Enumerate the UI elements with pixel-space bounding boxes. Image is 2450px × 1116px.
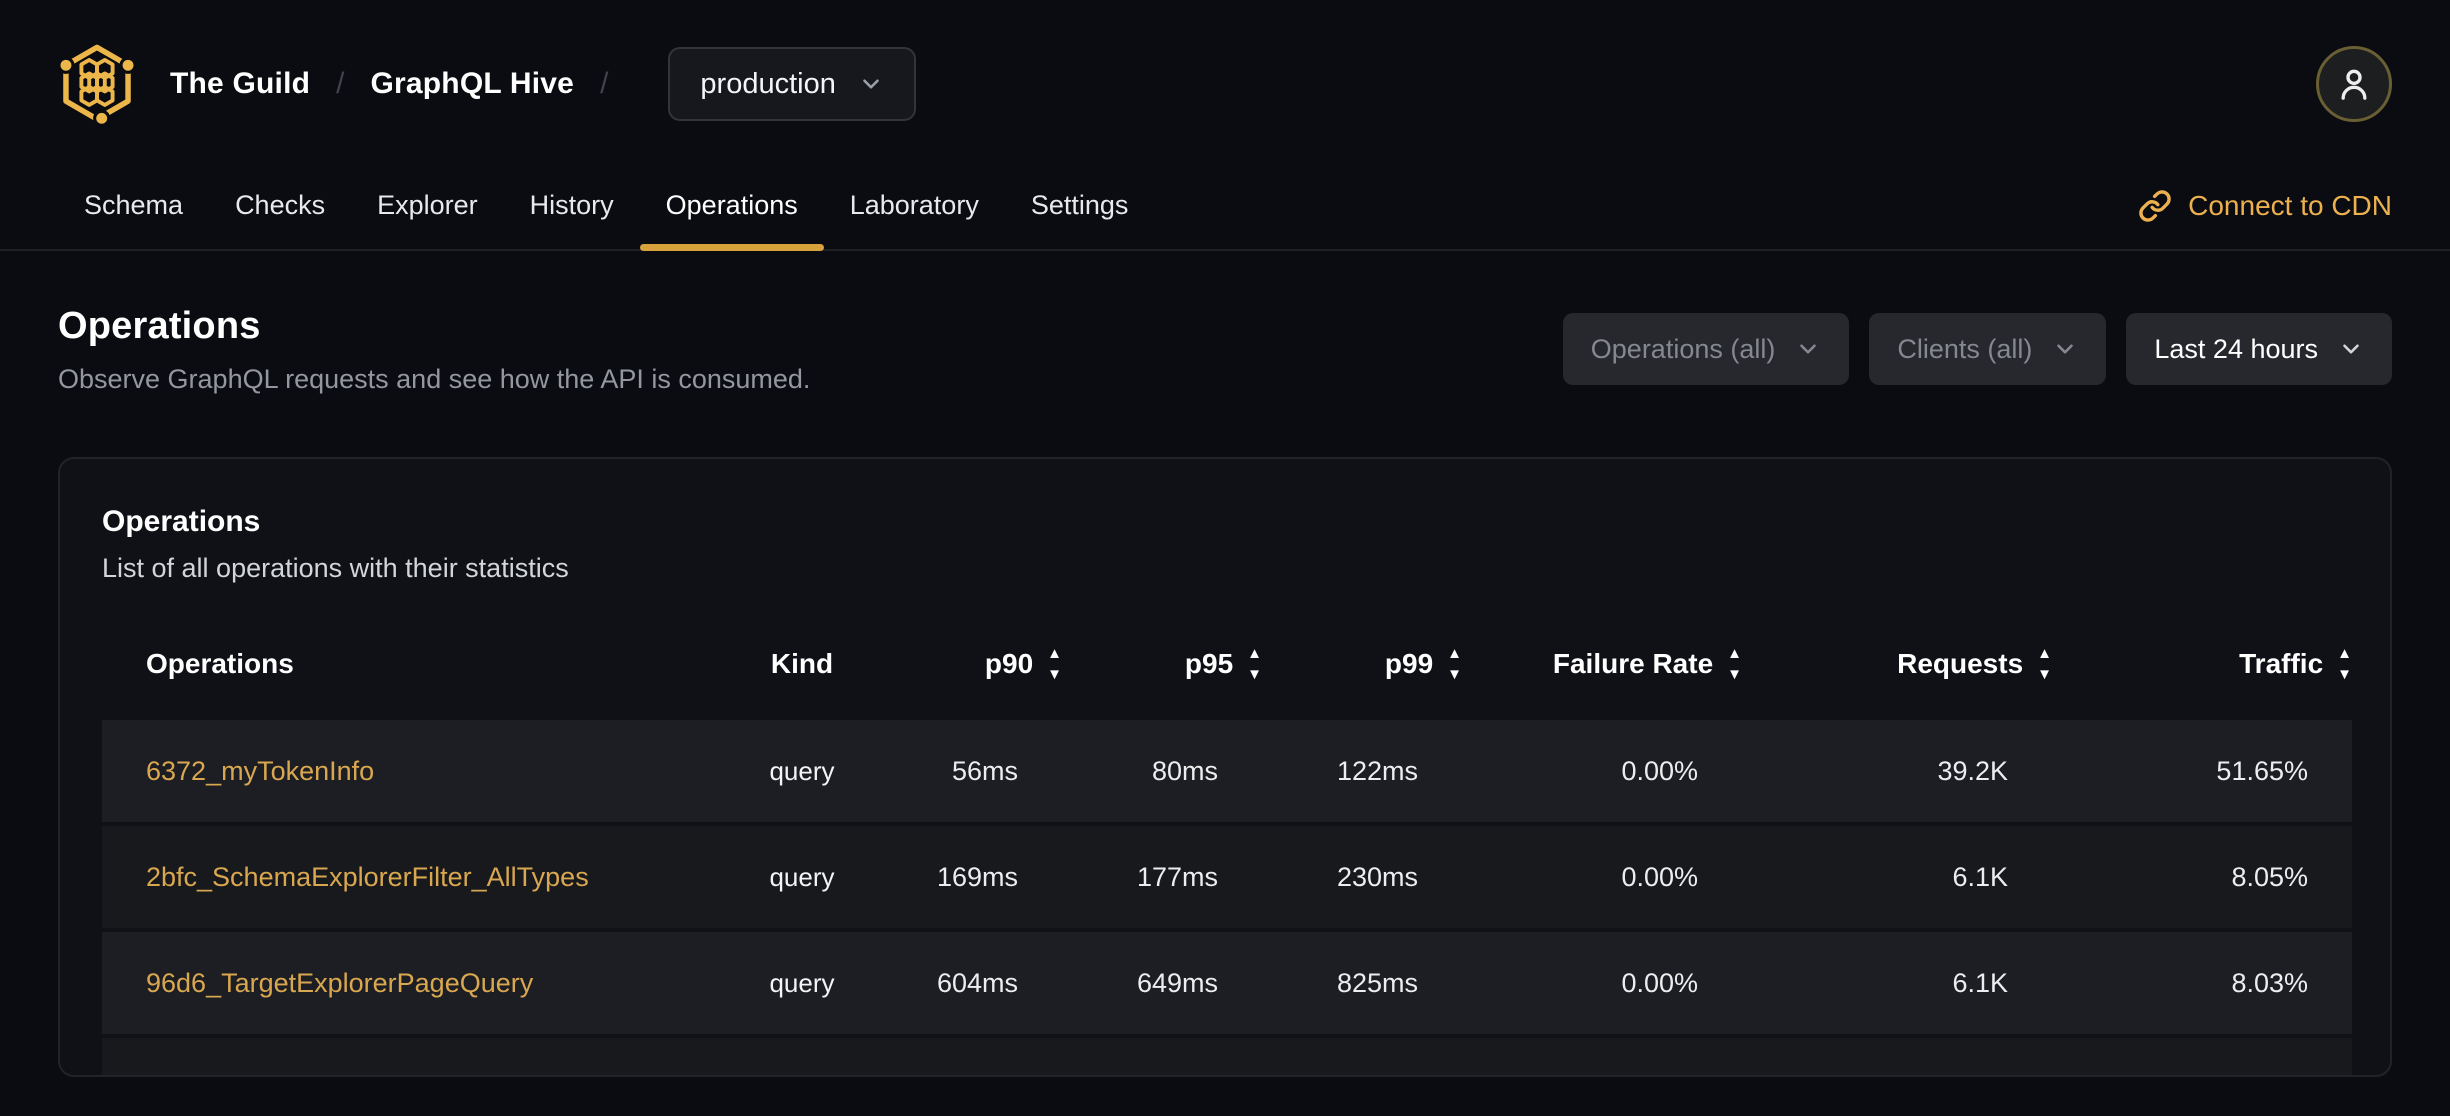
table-row[interactable]: 6372_myTokenInfo query 56ms 80ms 122ms 0… — [102, 720, 2352, 822]
tab-laboratory[interactable]: Laboratory — [849, 190, 979, 220]
tab-explorer[interactable]: Explorer — [377, 190, 478, 220]
chevron-down-icon — [2057, 344, 2074, 354]
column-header-kind: Kind — [770, 648, 834, 679]
column-header-requests[interactable]: Requests ▲ ▼ — [1897, 645, 2052, 683]
operation-link[interactable]: 2bfc_SchemaExplorerFilter_AllTypes — [146, 861, 589, 892]
card-subtitle: List of all operations with their statis… — [102, 553, 569, 583]
column-header-operations: Operations — [146, 648, 294, 679]
tab-operations[interactable]: Operations — [639, 176, 824, 251]
tab-settings[interactable]: Settings — [1030, 190, 1129, 220]
connect-to-cdn-link[interactable]: Connect to CDN — [2138, 189, 2392, 249]
user-icon — [2341, 69, 2367, 100]
breadcrumb-separator: / — [600, 67, 609, 100]
sort-arrows-icon[interactable]: ▲ ▼ — [2037, 645, 2052, 683]
page-subtitle: Observe GraphQL requests and see how the… — [58, 364, 811, 394]
org-breadcrumb[interactable]: The Guild — [170, 67, 311, 100]
main-content: Operations Observe GraphQL requests and … — [0, 305, 2450, 1077]
operation-link[interactable]: 6c00_schemaPublish — [146, 1074, 403, 1076]
table-row[interactable]: 2bfc_SchemaExplorerFilter_AllTypes query… — [102, 826, 2352, 928]
breadcrumb: The Guild / GraphQL Hive / production — [58, 43, 2392, 125]
top-bar: The Guild / GraphQL Hive / production Sc… — [0, 0, 2450, 251]
column-header-p90[interactable]: p90 ▲ ▼ — [984, 645, 1062, 683]
sort-arrows-icon[interactable]: ▲ ▼ — [1247, 645, 1262, 683]
operations-filter-dropdown[interactable]: Operations (all) — [1562, 313, 1850, 385]
sort-arrows-icon[interactable]: ▲ ▼ — [1727, 645, 1742, 683]
column-header-failure-rate[interactable]: Failure Rate ▲ ▼ — [1552, 645, 1742, 683]
link-icon — [2139, 190, 2171, 222]
chevron-down-icon — [863, 79, 879, 89]
breadcrumb-separator: / — [336, 67, 345, 100]
tab-history[interactable]: History — [529, 190, 614, 220]
filter-toolbar: Operations (all) Clients (all) Last 24 h… — [1562, 313, 2392, 385]
sort-arrows-icon[interactable]: ▲ ▼ — [1447, 645, 1462, 683]
column-header-p99[interactable]: p99 ▲ ▼ — [1384, 645, 1462, 683]
clients-filter-dropdown[interactable]: Clients (all) — [1869, 313, 2107, 385]
user-avatar-button[interactable] — [2316, 46, 2392, 122]
table-row[interactable]: 96d6_TargetExplorerPageQuery query 604ms… — [102, 932, 2352, 1034]
target-selector-dropdown[interactable]: production — [668, 47, 916, 121]
tab-schema[interactable]: Schema — [84, 190, 184, 220]
sort-arrows-icon[interactable]: ▲ ▼ — [2337, 645, 2352, 683]
operations-card: Operations List of all operations with t… — [58, 457, 2392, 1077]
product-breadcrumb[interactable]: GraphQL Hive — [370, 67, 575, 100]
period-filter-dropdown[interactable]: Last 24 hours — [2126, 313, 2392, 385]
guild-honeycomb-logo-icon[interactable] — [58, 43, 136, 125]
card-title: Operations — [102, 505, 261, 538]
tab-navigation: Schema Checks Explorer History Operation… — [0, 176, 2450, 251]
column-header-p95[interactable]: p95 ▲ ▼ — [1184, 645, 1262, 683]
sort-arrows-icon[interactable]: ▲ ▼ — [1047, 645, 1062, 683]
operation-link[interactable]: 96d6_TargetExplorerPageQuery — [146, 967, 534, 998]
tab-checks[interactable]: Checks — [235, 190, 326, 220]
table-row[interactable]: 6c00_schemaPublish mutation 678ms 1.06s … — [102, 1038, 2352, 1076]
operation-link[interactable]: 6372_myTokenInfo — [146, 755, 375, 786]
page-title: Operations — [58, 305, 261, 347]
column-header-traffic[interactable]: Traffic ▲ ▼ — [2239, 645, 2352, 683]
operations-table: Operations Kind p90 ▲ ▼ p95 ▲ ▼ p99 ▲ ▼ — [102, 612, 2352, 1076]
chevron-down-icon — [2343, 344, 2359, 354]
target-selector-value: production — [700, 67, 836, 100]
chevron-down-icon — [1800, 344, 1817, 354]
table-header-row: Operations Kind p90 ▲ ▼ p95 ▲ ▼ p99 ▲ ▼ — [102, 616, 2352, 716]
